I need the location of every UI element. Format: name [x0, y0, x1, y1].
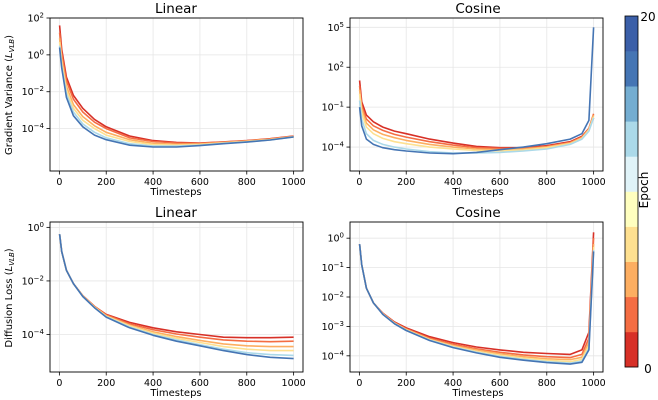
colorbar-segment: [625, 191, 638, 227]
series-line-epoch-mid: [58, 234, 294, 348]
colorbar-segment: [625, 226, 638, 262]
axes-frame: [49, 17, 304, 172]
series-line-epoch-final: [358, 27, 595, 155]
x-tick-label: 0: [356, 378, 362, 389]
colorbar-segment: [625, 121, 638, 157]
x-tick-label: 1000: [282, 177, 306, 188]
panel-bottom-right: Cosine Timesteps 0 200 400 600 800 1000 100 10−…: [322, 205, 606, 399]
axes-frame: [349, 17, 604, 172]
y-tick-label: 10−2: [22, 274, 44, 287]
y-tick-label: 10−4: [22, 328, 45, 341]
series-line-epoch-mid2: [358, 244, 595, 363]
panel-title: Cosine: [455, 205, 500, 221]
y-axis-label: Gradient Variance (LVLB): [4, 35, 16, 155]
y-tick-label: 10−1: [322, 101, 344, 114]
series-line-epoch-2: [358, 85, 595, 150]
series-line-epoch-early: [58, 234, 294, 339]
colorbar-segment: [625, 156, 638, 192]
x-tick-label: 0: [56, 177, 62, 188]
colorbar-segment: [625, 331, 638, 368]
panel-title: Linear: [155, 1, 197, 17]
series-line-epoch-late: [358, 244, 595, 365]
y-tick-label: 102: [27, 12, 44, 25]
series-line-epoch-final: [58, 47, 294, 148]
x-tick-label: 400: [144, 177, 162, 188]
colorbar-label: Epoch: [637, 172, 651, 209]
y-tick-label: 10−2: [22, 85, 44, 98]
x-tick-label: 200: [97, 378, 115, 389]
y-tick-label: 10−2: [322, 291, 344, 304]
y-tick-label: 10−3: [322, 320, 344, 333]
panel-bottom-left: Linear Timesteps Diffusion Loss (LVLB) 0…: [4, 205, 306, 399]
x-tick-label: 1000: [282, 378, 306, 389]
series-line-epoch-late: [58, 45, 294, 147]
colorbar-segment: [625, 296, 638, 333]
colorbar-segment: [625, 16, 638, 52]
y-tick-label: 100: [27, 221, 44, 234]
y-axis-label: Diffusion Loss (LVLB): [4, 248, 16, 347]
series-line-epoch-2: [58, 234, 294, 343]
panel-title: Cosine: [455, 1, 500, 17]
x-axis-label: Timesteps: [451, 388, 503, 399]
y-tick-label: 10−4: [22, 122, 45, 135]
x-tick-label: 200: [97, 177, 115, 188]
x-tick-label: 1000: [582, 177, 606, 188]
y-tick-label: 10−1: [322, 261, 344, 274]
x-tick-label: 800: [538, 378, 556, 389]
x-tick-label: 600: [191, 378, 209, 389]
x-axis-label: Timesteps: [149, 388, 201, 399]
y-tick-label: 105: [327, 21, 344, 34]
x-tick-label: 600: [491, 378, 509, 389]
x-tick-label: 0: [56, 378, 62, 389]
series-line-epoch-mid2: [58, 234, 294, 352]
panel-top-left: Linear Timesteps Gradient Variance (LVLB…: [4, 1, 306, 198]
y-tick-label: 10−4: [322, 141, 345, 154]
colorbar-segment: [625, 261, 638, 298]
y-tick-label: 10−4: [322, 349, 345, 362]
colorbar: 20 0 Epoch: [624, 10, 656, 376]
panel-top-right: Cosine Timesteps 0 200 400 600 800 1000 105 102…: [322, 1, 606, 198]
y-tick-label: 100: [27, 48, 44, 61]
y-tick-label: 102: [327, 61, 344, 74]
colorbar-segment: [625, 51, 638, 87]
x-tick-label: 800: [238, 378, 256, 389]
x-tick-label: 800: [538, 177, 556, 188]
colorbar-tick-max: 20: [640, 10, 655, 24]
x-tick-label: 400: [444, 177, 462, 188]
x-axis-label: Timesteps: [451, 187, 503, 198]
x-tick-label: 400: [144, 378, 162, 389]
colorbar-segment: [625, 86, 638, 122]
x-tick-label: 400: [444, 378, 462, 389]
x-tick-label: 200: [397, 378, 415, 389]
series-line-epoch-final: [358, 244, 595, 365]
series-line-epoch-2: [358, 238, 595, 359]
series-line-epoch-mid2: [358, 93, 595, 152]
y-tick-label: 100: [327, 232, 344, 245]
x-tick-label: 0: [356, 177, 362, 188]
series-line-epoch-early: [358, 232, 595, 356]
x-tick-label: 600: [191, 177, 209, 188]
x-axis-label: Timesteps: [149, 187, 201, 198]
axes-frame: [49, 221, 304, 373]
series-line-epoch-final: [58, 234, 294, 360]
x-tick-label: 200: [397, 177, 415, 188]
x-tick-label: 600: [491, 177, 509, 188]
x-tick-label: 1000: [582, 378, 606, 389]
panel-title: Linear: [155, 205, 197, 221]
x-tick-label: 800: [238, 177, 256, 188]
series-line-epoch-mid: [358, 244, 595, 361]
colorbar-frame: [624, 15, 639, 368]
colorbar-tick-min: 0: [644, 362, 652, 376]
series-line-epoch-mid2: [58, 41, 294, 146]
